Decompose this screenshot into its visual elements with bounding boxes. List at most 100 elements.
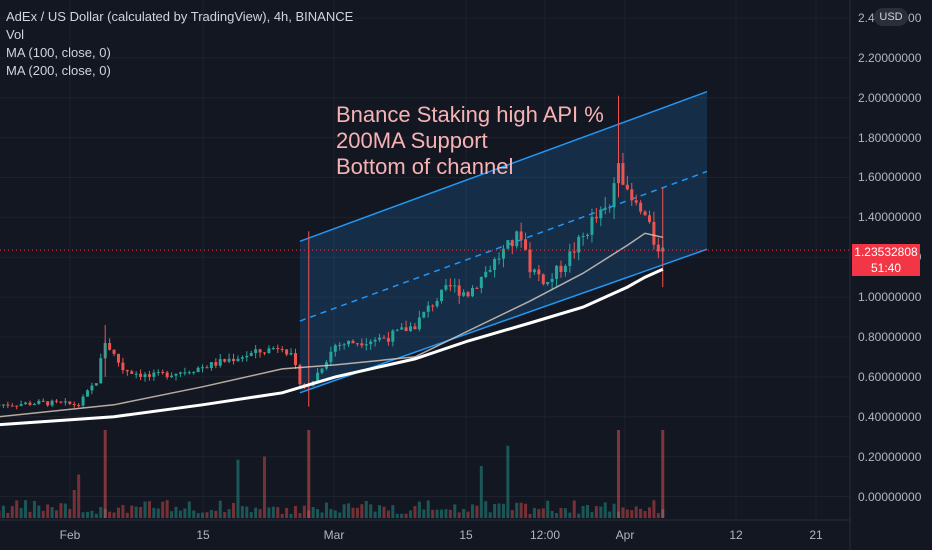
- candle-body: [599, 209, 603, 219]
- volume-bar: [15, 500, 19, 518]
- last-price-tag: 1.23532808 51:40: [852, 244, 920, 276]
- volume-bar: [559, 507, 563, 518]
- volume-bar: [572, 500, 576, 518]
- volume-bar: [152, 507, 156, 518]
- price-tick-label: 1.80000000: [858, 130, 922, 145]
- candle-body: [227, 358, 231, 362]
- candle-body: [187, 372, 191, 374]
- volume-bar: [143, 501, 147, 518]
- candle-body: [276, 348, 280, 350]
- candle-body: [528, 249, 532, 273]
- candle-body: [519, 231, 523, 240]
- volume-bar: [493, 504, 497, 518]
- volume-bar: [524, 503, 528, 518]
- legend-ma100[interactable]: MA (100, close, 0): [6, 45, 111, 60]
- candle-body: [373, 339, 377, 342]
- candle-body: [10, 405, 14, 407]
- volume-bar: [236, 459, 240, 518]
- volume-bar: [165, 500, 169, 518]
- volume-bar: [245, 506, 249, 518]
- volume-bar: [603, 502, 607, 518]
- price-tick-label: 1.00000000: [858, 290, 922, 305]
- volume-bar: [510, 510, 514, 518]
- volume-bar: [360, 504, 364, 518]
- volume-bar: [342, 504, 346, 518]
- volume-bar: [484, 501, 488, 518]
- time-tick-label: 21: [809, 528, 823, 542]
- candle-body: [37, 400, 41, 405]
- candle-body: [634, 200, 638, 203]
- volume-bar: [612, 503, 616, 518]
- candle-body: [298, 365, 302, 385]
- grid-lines: [0, 0, 850, 520]
- volume-bar: [6, 512, 10, 518]
- price-tick-label: 0.00000000: [858, 489, 922, 504]
- volume-bar: [541, 508, 545, 518]
- candle-body: [94, 383, 98, 386]
- candle-body: [475, 287, 479, 289]
- volume-bar: [470, 504, 474, 518]
- volume-bar: [501, 503, 505, 518]
- volume-bar: [55, 510, 59, 518]
- candle-body: [223, 359, 227, 362]
- candle-body: [112, 349, 116, 354]
- volume-bar: [497, 503, 501, 518]
- volume-bar: [99, 507, 103, 518]
- time-tick-label: 15: [196, 528, 210, 542]
- currency-badge[interactable]: USD: [874, 8, 908, 26]
- annotation-line-2: 200MA Support: [336, 128, 488, 153]
- candle-body: [510, 240, 514, 247]
- volume-bar: [395, 513, 399, 518]
- candle-body: [444, 285, 448, 290]
- volume-bar: [404, 513, 408, 518]
- legend-symbol[interactable]: AdEx / US Dollar (calculated by TradingV…: [6, 9, 354, 24]
- candle-body: [506, 240, 510, 249]
- candle-body: [457, 285, 461, 296]
- volume-bar: [386, 510, 390, 518]
- volume-bar: [271, 506, 275, 518]
- candle-body: [289, 353, 293, 355]
- volume-bar: [351, 507, 355, 518]
- candle-body: [470, 287, 474, 297]
- candle-body: [338, 344, 342, 346]
- volume-bar: [634, 506, 638, 518]
- candle-body: [205, 367, 209, 369]
- volume-bar: [599, 506, 603, 518]
- candle-body: [24, 402, 28, 405]
- candle-body: [77, 405, 81, 407]
- candle-body: [395, 329, 399, 331]
- candle-body: [63, 401, 67, 403]
- volume-bar: [121, 505, 125, 518]
- legend-volume[interactable]: Vol: [6, 27, 25, 42]
- candle-body: [537, 269, 541, 275]
- candle-body: [293, 353, 297, 366]
- time-tick-label: Mar: [323, 528, 345, 542]
- volume-bar: [267, 507, 271, 518]
- candle-body: [550, 278, 554, 282]
- candle-body: [568, 251, 572, 266]
- volume-bar: [41, 510, 45, 518]
- volume-bar: [240, 506, 244, 518]
- candle-body: [174, 373, 178, 376]
- volume-bar: [577, 513, 581, 518]
- candle-body: [364, 344, 368, 346]
- volume-bar: [59, 503, 63, 518]
- price-tick-label: 1.40000000: [858, 210, 922, 225]
- volume-bar: [108, 511, 112, 518]
- volume-bar: [647, 507, 651, 518]
- volume-bar: [280, 513, 284, 518]
- candle-body: [603, 207, 607, 210]
- candle-body: [125, 370, 129, 372]
- volume-bar: [72, 489, 76, 518]
- candle-body: [86, 390, 89, 397]
- volume-bar: [223, 512, 227, 518]
- volume-bar: [183, 508, 187, 518]
- volume-bar: [86, 511, 89, 518]
- candle-body: [183, 372, 187, 374]
- price-tick-label: 0.20000000: [858, 449, 922, 464]
- legend-ma200[interactable]: MA (200, close, 0): [6, 63, 111, 78]
- candle-body: [139, 373, 143, 377]
- candle-body: [342, 344, 346, 346]
- candle-body: [590, 216, 594, 235]
